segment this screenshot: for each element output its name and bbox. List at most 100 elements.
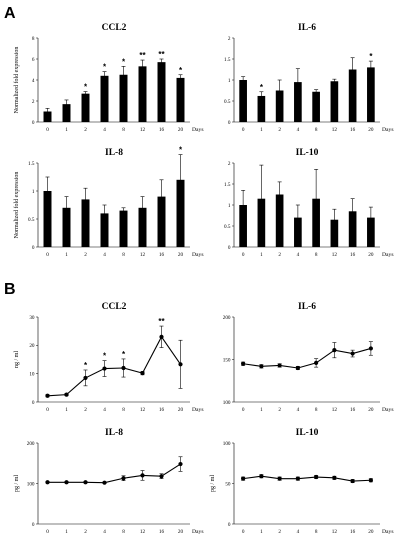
chart-1-significance: ** [139,51,146,60]
chart-3-xtick-label: 8 [122,252,125,258]
chart-5-point [102,366,107,371]
chart-7-series-line [47,463,181,484]
chart-5-point [45,393,50,398]
chart-4-title: IL-10 [296,148,319,158]
chart-1-ylabel: Normalized fold expression [13,47,20,114]
chart-4-xtick-label: 4 [297,252,300,258]
chart-1-bar [138,66,147,122]
chart-1-ytick-label: 8 [32,36,35,42]
chart-6-point [259,364,264,369]
chart-1-xtick-label: 2 [84,127,87,133]
chart-5-xtick-label: 20 [178,407,184,413]
chart-4-bar [330,219,339,247]
chart-4-xtick-label: 0 [242,252,245,258]
chart-1-bar [176,77,185,122]
chart-8-title: IL-10 [296,428,319,438]
chart-2-bar [330,81,339,122]
chart-1-bar [81,93,90,122]
chart-1-significance: ** [158,50,165,59]
chart-2-significance: * [260,83,264,92]
chart-5-point [83,375,88,381]
chart-8-xtick-label: 8 [315,529,318,535]
chart-4-bar [239,205,247,247]
chart-6-point [332,348,337,353]
chart-1-xtick-label: 16 [159,127,165,133]
chart-1-significance: * [122,57,126,66]
chart-1-bar [119,74,128,122]
chart-4-x-unit: Days [382,252,394,258]
chart-5-xtick-label: 2 [84,407,87,413]
chart-1-xtick-label: 8 [122,127,125,133]
chart-3-ytick-label: 1 [32,189,35,195]
chart-8-point [241,476,246,481]
chart-7-xtick-label: 1 [65,529,68,535]
chart-7-xtick-label: 8 [122,529,125,535]
chart-7-point [45,480,50,485]
chart-7-xtick-label: 2 [84,529,87,535]
chart-1-x-unit: Days [192,127,204,133]
chart-6-xtick-label: 1 [260,407,263,413]
chart-4-xtick-label: 20 [368,252,374,258]
chart-3-xtick-label: 20 [178,252,184,258]
chart-4-ytick-label: 2 [228,161,231,167]
chart-4-ytick-label: 0 [228,245,231,251]
chart-7-xtick-label: 16 [159,529,165,535]
chart-5-ytick-label: 20 [29,343,35,349]
chart-1-xtick-label: 20 [178,127,184,133]
chart-1-bar [62,104,71,122]
chart-3-xtick-label: 0 [46,252,49,258]
chart-6-ytick-label: 100 [223,400,231,406]
chart-4-xtick-label: 12 [332,252,338,258]
chart-3: IL-8 0 0.5 1 1.5 Normalized fold expression 0 1… [13,146,204,258]
chart-6-xtick-label: 20 [368,407,374,413]
chart-2-x-unit: Days [382,127,394,133]
chart-2-bar [239,80,247,122]
chart-3-ytick-label: 1.5 [28,161,35,167]
chart-2-ytick-label: 1.5 [224,57,231,63]
chart-4-xtick-label: 16 [350,252,356,258]
chart-5-ytick-label: 0 [32,400,35,406]
chart-2-ytick-label: 0.5 [224,99,231,105]
chart-3-bar [119,210,128,247]
chart-4-ytick-label: 1.5 [224,182,231,188]
chart-7-point [83,480,88,485]
chart-8-point [277,476,282,481]
chart-1-ytick-label: 6 [32,57,35,63]
chart-2-xtick-label: 1 [260,127,263,133]
chart-4-xtick-label: 2 [278,252,281,258]
chart-4-xtick-label: 1 [260,252,263,258]
chart-1-bar [43,111,52,122]
chart-6-xtick-label: 4 [297,407,300,413]
chart-7-xtick-label: 0 [46,529,49,535]
chart-7-xtick-label: 4 [103,529,106,535]
chart-5-point [121,365,126,371]
chart-5-point [140,371,145,376]
chart-6-series-line [243,347,372,369]
chart-8-series-line [243,475,371,482]
chart-4-bar [294,217,302,247]
chart-2-title: IL-6 [298,23,316,33]
chart-5-x-unit: Days [192,407,204,413]
chart-7-ylabel: pg / ml [14,475,20,492]
chart-6-xtick-label: 8 [315,407,318,413]
chart-2-bar [312,91,320,122]
chart-5-xtick-label: 16 [159,407,165,413]
chart-3-xtick-label: 4 [103,252,106,258]
chart-6-point [295,365,300,371]
chart-2: IL-600.511.520 1 2 4 8 12 16 20 Days** [224,23,393,133]
chart-8-point [332,475,337,480]
chart-1-ytick-label: 2 [32,99,35,105]
chart-8-point [314,474,319,480]
panel-label-b: B [4,281,16,298]
chart-3-xtick-label: 1 [65,252,68,258]
chart-3-xtick-label: 16 [159,252,165,258]
chart-8-xtick-label: 12 [332,529,338,535]
chart-3-x-unit: Days [192,252,204,258]
chart-1-xtick-label: 4 [103,127,106,133]
chart-6-point [314,360,319,365]
chart-3-ytick-label: 0.5 [28,217,35,223]
